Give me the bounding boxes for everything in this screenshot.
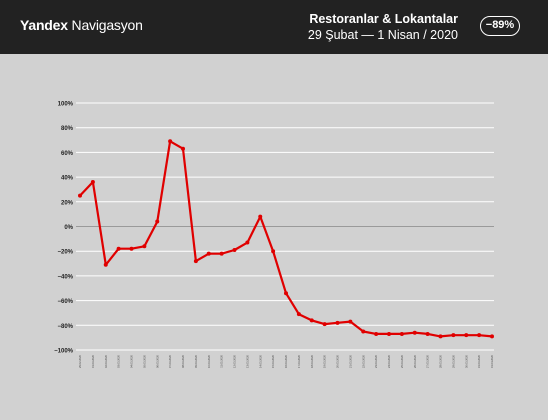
data-point: [245, 240, 250, 245]
data-point: [232, 247, 237, 252]
x-tick-label: 10.03.2020: [207, 354, 211, 368]
x-tick-label: 23.03.2020: [374, 354, 378, 368]
x-tick-label: 06.03.2020: [155, 354, 159, 368]
data-point: [103, 262, 108, 267]
y-tick-label: −60%: [57, 299, 73, 305]
y-tick-label: −20%: [57, 250, 73, 256]
data-point: [168, 139, 173, 144]
x-tick-label: 18.03.2020: [310, 354, 314, 368]
x-tick-label: 25.03.2020: [400, 354, 404, 368]
data-point: [374, 331, 379, 336]
data-point: [451, 333, 456, 338]
data-point: [438, 334, 443, 339]
date-range: 29 Şubat — 1 Nisan / 2020: [307, 28, 458, 42]
line-chart: 100%80%60%40%20%0%−20%−40%−60%−80%−100% …: [54, 102, 494, 368]
data-point: [181, 146, 185, 151]
x-tick-label: 07.03.2020: [168, 354, 172, 368]
x-tick-label: 20.03.2020: [336, 354, 340, 368]
grid-lines: [76, 102, 494, 351]
change-badge: −89%: [480, 16, 520, 36]
x-tick-label: 05.03.2020: [142, 354, 146, 368]
brand-logo: Yandex Navigasyon: [20, 17, 143, 33]
data-point: [348, 319, 353, 324]
series-group: [78, 139, 494, 339]
x-tick-label: 15.03.2020: [271, 354, 275, 368]
data-point: [399, 331, 404, 336]
x-tick-label: 01.03.2020: [91, 354, 95, 368]
x-tick-label: 29.02.2020: [78, 354, 82, 368]
data-point: [219, 251, 224, 256]
data-point: [78, 193, 82, 198]
x-tick-label: 17.03.2020: [297, 354, 301, 368]
y-tick-label: 80%: [61, 126, 74, 132]
data-point: [142, 244, 147, 249]
x-tick-label: 03.03.2020: [117, 354, 121, 368]
data-point: [464, 333, 469, 338]
x-tick-label: 02.03.2020: [104, 354, 108, 368]
x-tick-label: 27.03.2020: [426, 354, 430, 368]
x-tick-label: 11.03.2020: [220, 354, 224, 367]
data-point: [258, 214, 263, 219]
data-point: [490, 334, 494, 339]
data-point: [335, 320, 340, 325]
x-tick-label: 13.03.2020: [245, 354, 249, 368]
x-tick-label: 30.03.2020: [464, 354, 468, 368]
data-point: [296, 312, 301, 317]
chart-title: Restoranlar & Lokantalar: [309, 12, 458, 26]
x-tick-label: 08.03.2020: [181, 354, 185, 368]
x-tick-label: 28.03.2020: [439, 354, 443, 368]
y-tick-label: 60%: [61, 151, 74, 157]
data-point: [425, 331, 430, 336]
y-tick-label: 20%: [61, 200, 74, 206]
y-tick-label: −100%: [54, 349, 74, 355]
y-tick-label: −80%: [57, 324, 73, 330]
data-point: [271, 249, 276, 254]
header-bar: Yandex Navigasyon Restoranlar & Lokantal…: [0, 0, 548, 54]
x-tick-label: 01.04.2020: [490, 354, 494, 368]
data-point: [129, 246, 134, 251]
data-point: [155, 219, 160, 224]
data-point: [309, 318, 314, 323]
y-tick-label: −40%: [57, 274, 73, 280]
x-tick-label: 19.03.2020: [323, 354, 327, 368]
data-point: [116, 246, 121, 251]
y-tick-label: 40%: [61, 176, 74, 182]
x-tick-label: 14.03.2020: [258, 354, 262, 368]
data-point: [361, 329, 366, 334]
data-point: [90, 180, 95, 185]
data-point: [193, 259, 198, 264]
x-tick-label: 12.03.2020: [233, 354, 237, 368]
data-point: [387, 331, 391, 336]
x-tick-label: 24.03.2020: [387, 354, 391, 368]
x-tick-label: 22.03.2020: [361, 354, 365, 368]
data-point: [284, 291, 288, 296]
data-point: [206, 251, 211, 256]
brand-name: Yandex: [20, 17, 68, 33]
y-axis-ticks: 100% 80% 60% 40% 20% 0% −20% −40% −60% −80% −100%: [54, 102, 74, 355]
x-tick-label: 29.03.2020: [451, 354, 455, 368]
chart-title-block: Restoranlar & Lokantalar 29 Şubat — 1 Ni…: [308, 11, 458, 43]
data-point: [412, 330, 417, 335]
y-tick-label: 0%: [64, 225, 73, 231]
x-tick-label: 21.03.2020: [348, 354, 352, 368]
x-tick-label: 09.03.2020: [194, 354, 198, 368]
series-line: [79, 140, 493, 338]
x-tick-label: 31.03.2020: [477, 354, 481, 368]
data-point: [477, 333, 482, 338]
x-tick-label: 16.03.2020: [284, 354, 288, 368]
x-tick-label: 26.03.2020: [413, 354, 417, 368]
brand-product: Navigasyon: [71, 17, 143, 33]
x-tick-label: 04.03.2020: [130, 354, 134, 368]
y-tick-label: 100%: [58, 102, 74, 108]
data-point: [322, 322, 327, 327]
x-axis-ticks: 29.02.2020 01.03.2020 02.03.2020 03.03.2020…: [78, 354, 494, 368]
